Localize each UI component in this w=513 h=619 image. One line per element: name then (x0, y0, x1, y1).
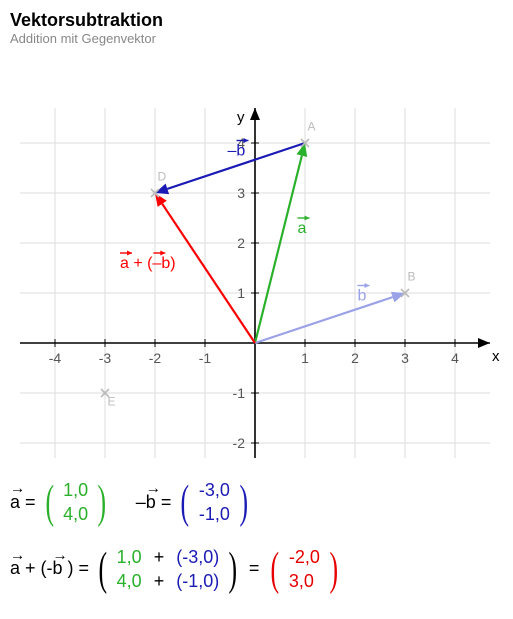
vector-a-paren: (1,04,0) (42, 476, 110, 529)
svg-text:-4: -4 (49, 350, 62, 366)
formula-a-and-nb: a = (1,04,0) –b = (-3,0-1,0) (10, 476, 503, 529)
svg-text:B: B (408, 270, 416, 284)
svg-text:–b: –b (228, 143, 246, 160)
page-subtitle: Addition mit Gegenvektor (10, 31, 503, 46)
svg-text:1: 1 (301, 350, 309, 366)
label-sum: a + (-b ) = (10, 558, 89, 580)
vector-sum-paren: (1,04,0++(-3,0)(-1,0)) (95, 543, 241, 596)
svg-text:-1: -1 (233, 385, 246, 401)
label-a: a = (10, 492, 36, 514)
svg-text:E: E (108, 395, 116, 409)
svg-text:1: 1 (237, 285, 245, 301)
vector-chart: xy-4-3-2-11234-3-2-11234ab–ba + (–b)ABDE (10, 48, 503, 458)
svg-text:3: 3 (401, 350, 409, 366)
svg-text:x: x (492, 348, 500, 365)
equals-2: = (247, 558, 262, 580)
svg-text:-2: -2 (233, 435, 246, 451)
svg-text:a: a (298, 220, 307, 237)
vector-result-paren: (-2,03,0) (267, 543, 341, 596)
svg-text:-2: -2 (149, 350, 162, 366)
svg-text:a + (–b): a + (–b) (120, 255, 176, 272)
svg-text:A: A (308, 120, 316, 134)
svg-text:-1: -1 (199, 350, 212, 366)
svg-text:4: 4 (451, 350, 459, 366)
svg-text:-3: -3 (99, 350, 112, 366)
svg-text:b: b (358, 288, 367, 305)
formula-sum: a + (-b ) = (1,04,0++(-3,0)(-1,0)) = (-2… (10, 543, 503, 596)
formula-area: a = (1,04,0) –b = (-3,0-1,0) a + (-b ) =… (10, 476, 503, 595)
page-title: Vektorsubtraktion (10, 10, 503, 31)
vector-nb-paren: (-3,0-1,0) (177, 476, 251, 529)
label-nb: –b = (136, 492, 172, 514)
svg-text:2: 2 (351, 350, 359, 366)
svg-text:D: D (158, 170, 167, 184)
svg-text:2: 2 (237, 235, 245, 251)
svg-text:y: y (237, 109, 245, 126)
svg-text:3: 3 (237, 185, 245, 201)
